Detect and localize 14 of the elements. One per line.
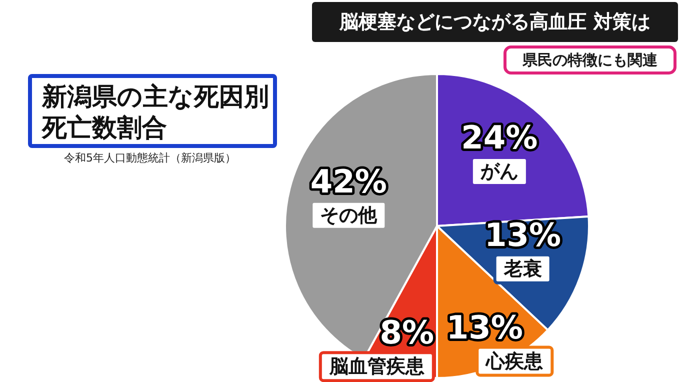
text: 県民の特徴にも関連 bbox=[522, 51, 658, 69]
slice-label: 老衰 bbox=[502, 258, 542, 280]
data-label: 42% bbox=[310, 162, 387, 200]
slice-label: その他 bbox=[320, 204, 378, 226]
data-label: 13% bbox=[484, 216, 562, 254]
data-label: 24% bbox=[461, 118, 538, 157]
slice-label: がん bbox=[479, 160, 518, 183]
data-label: 13% bbox=[446, 308, 523, 346]
slice-label: 脳血管疾患 bbox=[328, 356, 426, 378]
text: 脳梗塞などにつながる高血圧 対策は bbox=[338, 11, 650, 33]
text: 令和5年人口動態統計（新潟県版） bbox=[64, 152, 236, 164]
text: 新潟県の主な死因別死亡数割合 bbox=[41, 82, 269, 142]
data-label: 8% bbox=[380, 314, 434, 352]
slice-label: 心疾患 bbox=[485, 350, 544, 372]
